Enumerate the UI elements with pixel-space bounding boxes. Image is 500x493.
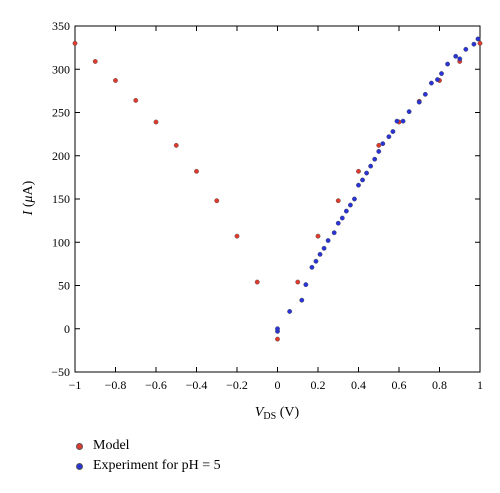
experiment-point <box>406 109 412 115</box>
model-point <box>254 279 260 285</box>
experiment-point <box>445 61 450 67</box>
legend-marker-experiment <box>76 462 83 470</box>
experiment-point <box>390 129 396 134</box>
model-point <box>214 198 220 204</box>
experiment-point <box>321 245 327 251</box>
y-tick-label: 250 <box>52 106 70 120</box>
x-axis-label: VDS (V) <box>255 405 300 422</box>
legend-label-experiment: Experiment for pH = 5 <box>93 458 221 473</box>
y-axis-label-main: I <box>21 209 36 216</box>
y-tick-label: −50 <box>51 365 70 379</box>
experiment-point <box>394 118 400 124</box>
legend-marker-model <box>76 442 83 450</box>
model-point <box>376 142 382 148</box>
model-point <box>173 142 179 148</box>
experiment-point <box>435 77 440 83</box>
x-axis-label-subscript: DS <box>263 411 276 422</box>
experiment-point <box>343 208 349 214</box>
series-experiment <box>275 36 481 334</box>
legend: Model Experiment for pH = 5 <box>75 436 221 476</box>
x-tick-label: 1 <box>477 378 483 392</box>
experiment-point <box>416 99 422 105</box>
experiment-point <box>352 196 357 202</box>
series-model <box>72 40 483 342</box>
experiment-point <box>372 156 378 162</box>
experiment-point <box>368 163 374 169</box>
y-tick-label: 50 <box>58 279 70 293</box>
model-point <box>356 168 361 174</box>
experiment-point <box>331 230 337 236</box>
model-point <box>72 40 78 46</box>
model-point <box>295 279 301 285</box>
model-point <box>153 119 159 125</box>
experiment-point <box>453 53 459 59</box>
experiment-point <box>439 71 444 76</box>
x-tick-label: 0.4 <box>351 378 366 392</box>
experiment-point <box>428 80 434 86</box>
experiment-point <box>347 202 353 208</box>
data-points <box>72 36 483 342</box>
experiment-point <box>339 215 345 221</box>
model-point <box>234 233 240 239</box>
experiment-point <box>471 41 477 47</box>
experiment-point <box>422 91 428 97</box>
experiment-point <box>463 46 469 52</box>
y-axis-label: I (μA) <box>21 180 36 216</box>
experiment-point <box>303 282 309 288</box>
y-axis-label-unit-close: A) <box>21 180 36 195</box>
plot-frame <box>74 25 481 373</box>
legend-item-experiment: Experiment for pH = 5 <box>75 456 221 476</box>
model-point <box>113 78 118 83</box>
experiment-point <box>475 36 481 42</box>
model-point <box>315 233 321 239</box>
experiment-point <box>457 56 463 62</box>
experiment-point <box>309 264 315 270</box>
experiment-point <box>287 309 293 314</box>
experiment-point <box>335 220 341 226</box>
experiment-point <box>356 182 361 188</box>
y-tick-label: 350 <box>52 19 70 33</box>
x-axis-label-main: V <box>255 405 265 420</box>
experiment-point <box>325 238 331 243</box>
x-tick-label: −0.8 <box>105 378 127 392</box>
x-tick-label: 0 <box>275 378 281 392</box>
experiment-point <box>376 149 382 154</box>
x-tick-label: −0.4 <box>186 378 208 392</box>
experiment-point <box>386 134 392 140</box>
model-point <box>335 198 341 204</box>
legend-label-model: Model <box>93 438 130 453</box>
y-tick-label: 300 <box>52 62 70 76</box>
x-tick-label: 0.6 <box>392 378 407 392</box>
y-tick-label: 200 <box>52 149 70 163</box>
x-tick-label: −0.2 <box>226 378 248 392</box>
model-point <box>275 336 280 342</box>
x-tick-label: −0.6 <box>145 378 167 392</box>
experiment-point <box>380 141 386 147</box>
tick-labels: −1 −0.8 −0.6 −0.4 −0.2 0 0.2 0.4 0.6 0.8 1 −50 0 50 10… <box>51 19 483 392</box>
x-tick-label: 0.2 <box>311 378 326 392</box>
experiment-point <box>313 258 319 264</box>
y-tick-label: 0 <box>64 322 70 336</box>
model-point <box>194 168 199 174</box>
y-tick-label: 150 <box>52 192 70 206</box>
model-point <box>477 40 483 46</box>
experiment-point <box>317 251 323 257</box>
experiment-point <box>275 326 280 332</box>
y-axis-label-unit-open: ( <box>21 202 36 211</box>
x-axis-label-unit: (V) <box>276 405 299 420</box>
model-point <box>133 97 139 103</box>
experiment-point <box>360 177 365 183</box>
x-tick-label: −1 <box>69 378 82 392</box>
y-axis-label-unit-greek: μ <box>21 195 36 203</box>
experiment-point <box>364 170 369 176</box>
model-point <box>92 59 98 64</box>
legend-item-model: Model <box>75 436 221 456</box>
x-tick-label: 0.8 <box>432 378 447 392</box>
axis-ticks <box>74 25 481 373</box>
experiment-point <box>299 297 305 303</box>
experiment-point <box>400 118 406 124</box>
y-tick-label: 100 <box>52 235 70 249</box>
